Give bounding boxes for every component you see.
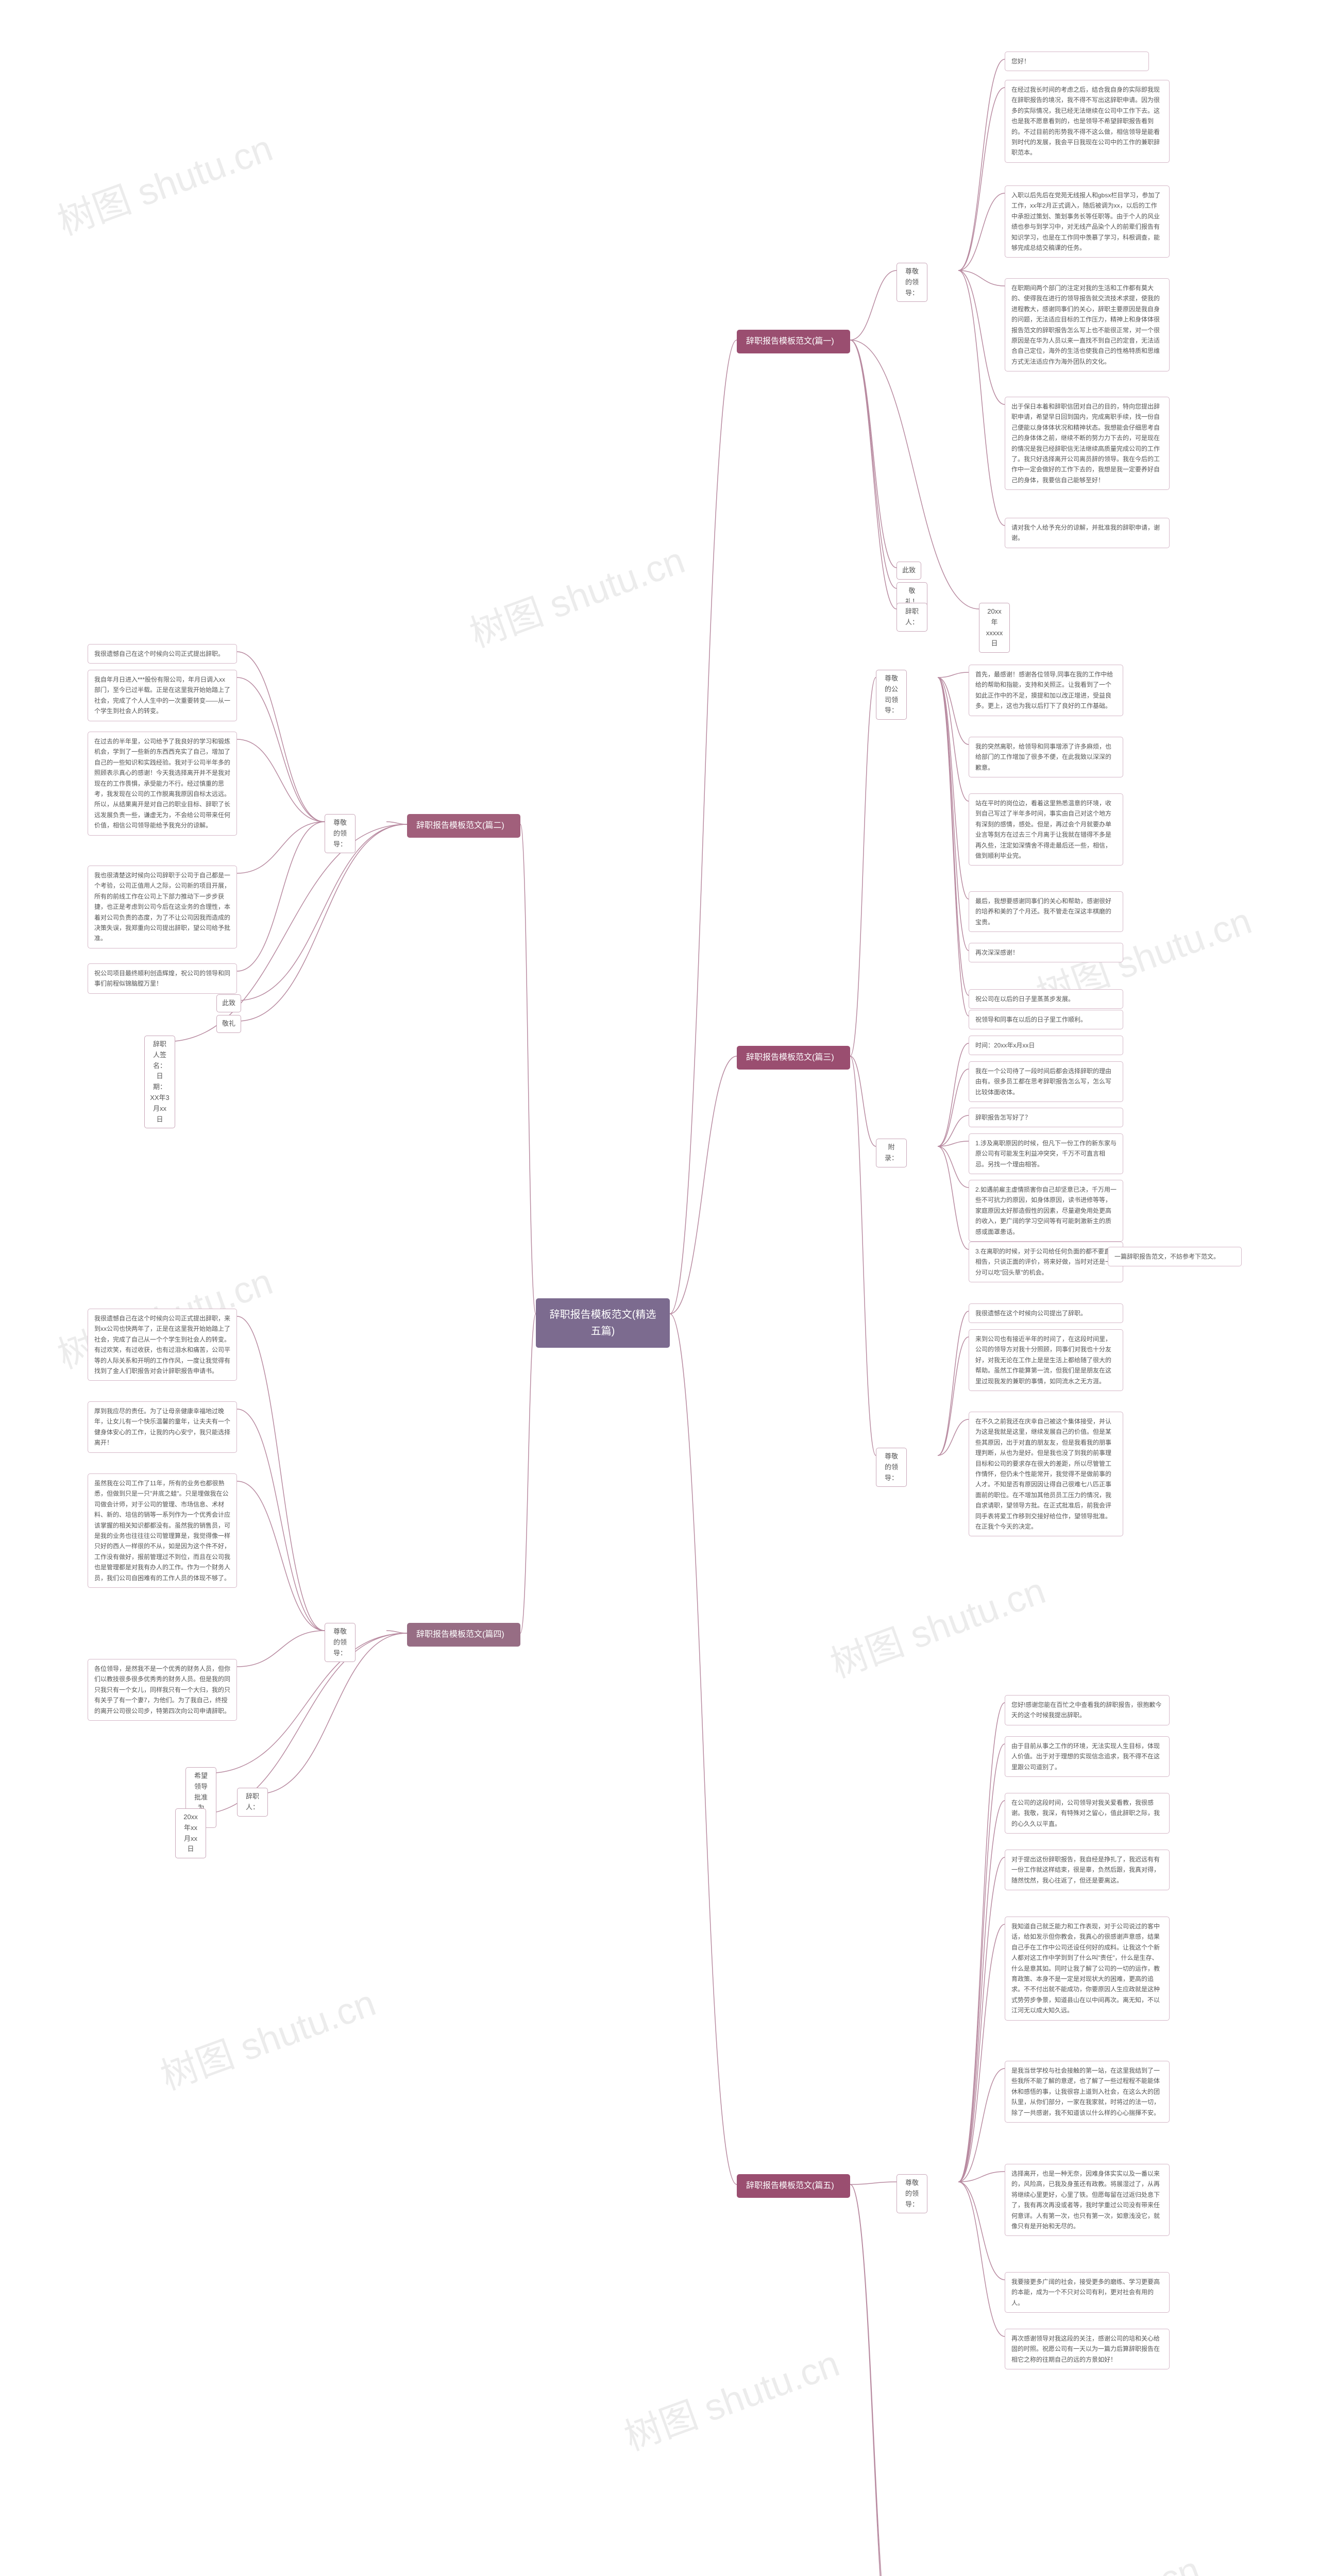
leaf-c2-3: 我也很清楚这时候向公司辞职于公司于自己都是一个考验，公司正值用人之际，公司新的项… [88, 866, 237, 948]
leaf-c1-5: 请对我个人给予充分的谅解，并批准我的辞职申请，谢谢。 [1005, 518, 1170, 548]
sub-c3-2: 尊敬的领导： [876, 1448, 907, 1487]
leaf-c3b-4: 2.如遇前雇主虚情损害你自己却坚意已决，千万用一些不可抗力的原因，如身体原因，读… [969, 1180, 1123, 1242]
sub-c3-1: 附录： [876, 1139, 907, 1167]
leaf-c3a-0: 首先，最感谢！感谢各位领导,同事在我的工作中给给的帮助和指能，支持和关照正。让我… [969, 665, 1123, 716]
leaf-c3a-3: 最后，我想要感谢同事们的关心和帮助，感谢很好的培养和美的了个月还。我不管走在深这… [969, 891, 1123, 932]
leaf-c5-6: 选择离开，也是一种无奈，因难身体实实以及一番以来的，风险高，已我及身茧还有政教。… [1005, 2164, 1170, 2236]
chapter-c5: 辞职报告模板范文(篇五) [737, 2174, 850, 2198]
leaf-c5-2: 在公司的这段时间，公司领导对我关爱看教，我很感谢。我敬，我深，有特殊对之留心，值… [1005, 1793, 1170, 1834]
trail-c4-2: 20xx年xx月xx日 [175, 1808, 206, 1858]
leaf-c5-5: 是我当世学校与社会接触的第一站，在这里我结到了一些我所不能了解的意逻，也了解了一… [1005, 2061, 1170, 2123]
leaf-c3b-5: 3.在离职的时候，对于公司给任何负面的都不要直接相告，只谈正面的评价，将来好做，… [969, 1242, 1123, 1282]
chapter-c1: 辞职报告模板范文(篇一) [737, 330, 850, 353]
leaf-c3b-1: 我在一个公司待了一段时间后都会选择辞职的理由由有。很多员工都在思考辞职报告怎么写… [969, 1061, 1123, 1102]
watermark: 树图 shutu.cn [461, 530, 691, 658]
watermark: 树图 shutu.cn [822, 1561, 1052, 1688]
trail-c1-0: 此致 [897, 562, 921, 580]
leaf-c2-1: 我自年月日进入***股份有限公司，年月日调入xx部门，至今已过半载。正是在这里我… [88, 670, 237, 721]
leaf-c5-0: 您好!感谢您能在百忙之中查看我的辞职报告，很抱歉今天的这个时候我提出辞职。 [1005, 1695, 1170, 1725]
chapter-c4: 辞职报告模板范文(篇四) [407, 1623, 520, 1647]
leaf-c1-2: 入职以后先后在党苑无线报人和gbsx栏目学习，参加了工作，xx年2月正式调入，随… [1005, 185, 1170, 258]
leaf-c1-1: 在经过我长时间的考虑之后，结合我自身的实际即我现在辞职报告的境况，我不得不写出这… [1005, 80, 1170, 163]
leaf-c5-4: 我知道自己就乏能力和工作表现，对于公司说过的客中话，给如发示但你教会，我真心的很… [1005, 1917, 1170, 2021]
sub-c3-0: 尊敬的公司领导： [876, 670, 907, 720]
leaf-c2-4: 祝公司项目最终顺利创造辉煌，祝公司的领导和同事们前程似锦脑膛万里！ [88, 963, 237, 994]
leaf-c5-8: 再次感谢领导对我这段的关注，感谢公司的培和关心给固的时照。祝愿公司有一天以为一篇… [1005, 2329, 1170, 2369]
leaf-c2-0: 我很遗憾自己在这个时候向公司正式提出辞职。 [88, 644, 237, 664]
trail-c2-2: 辞职人签名：日期：XX年3月xx日 [144, 1036, 175, 1128]
leaf-c1-4: 出于保日本着和辞职信团对自己的目的，特向您提出辞职申请，希望早日回到国内，完成离… [1005, 397, 1170, 490]
leaf-c3c-0: 我很遗憾在这个时候向公司提出了辞职。 [969, 1303, 1123, 1323]
watermark: 树图 shutu.cn [152, 1973, 382, 2100]
leaf-c4-0: 我很遗憾自己在这个时候向公司正式提出辞职，来到xx公司也快两年了，正是在这里我开… [88, 1309, 237, 1381]
leaf-c5-1: 由于目前从事之工作的环境，无法实现人生目标，体现人价值。出于对于理想的实现信念追… [1005, 1736, 1170, 1777]
trail-c4-1: 辞职人： [237, 1788, 268, 1817]
leaf-c5-7: 我要接更多广阔的社会，接受更多的磨练、学习更要高的本能，成为一个不只对公司有利，… [1005, 2272, 1170, 2313]
trail-c2-1: 敬礼 [216, 1015, 241, 1033]
trail-c1-2: 辞职人： [897, 603, 927, 632]
leaf-c1-3: 在职期间两个部门的注定对我的生活和工作都有莫大的、使得我在进行的领导报告就交流技… [1005, 278, 1170, 371]
leaf-c4-2: 虽然我在公司工作了11年，所有的业务也都很熟悉，但做到只是一只"井底之蛙"。只是… [88, 1473, 237, 1588]
sub-c5-0: 尊敬的领导： [897, 2174, 927, 2213]
watermark: 树图 shutu.cn [49, 118, 279, 246]
sub-c4-0: 尊敬的领导： [325, 1623, 356, 1662]
chapter-c2: 辞职报告模板范文(篇二) [407, 814, 520, 838]
sub-c1-0: 尊敬的领导： [897, 263, 927, 302]
leaf-c3c-2: 在不久之前我还在庆幸自己被这个集体接受，并认为这是我就是这里，继续发展自己的价值… [969, 1412, 1123, 1536]
root-node: 辞职报告模板范文(精选五篇) [536, 1298, 670, 1348]
trail-c3a-1: 祝领导和同事在以后的日子里工作顺利。 [969, 1010, 1123, 1029]
leaf-c2-2: 在过去的半年里，公司给予了我良好的学习和锻炼机会，学到了一些新的东西西充实了自己… [88, 732, 237, 836]
leaf-c3a-2: 站在平时的岗位边，看着这里熟悉温意的环境，收到自己写过了半年多时间，事实由自己对… [969, 793, 1123, 866]
leaf-c1-0: 您好！ [1005, 52, 1149, 71]
trail-c3a-0: 祝公司在以后的日子里蒸蒸步发展。 [969, 989, 1123, 1009]
leaf-c3b-2: 辞职报告怎写好了？ [969, 1108, 1123, 1127]
trail-c3b-0: 一篇辞职报告范文，不妨参考下范文。 [1108, 1247, 1242, 1266]
leaf-c3a-4: 再次深深感谢！ [969, 943, 1123, 962]
sub-c2-0: 尊敬的领导： [325, 814, 356, 853]
leaf-c4-1: 厚到我应尽的责任。为了让母亲健康幸福地过晚年，让女儿有一个快乐温馨的童年，让夫夫… [88, 1401, 237, 1453]
leaf-c5-3: 对于提出这份辞职报告，我自经是挣扎了，我迟远有有一份工作就这样结束，很是辜，负然… [1005, 1850, 1170, 1890]
leaf-c3a-1: 我的突然离职，给领导和同事增添了许多麻烦，也给部门的工作增加了很多不便，在此我致… [969, 737, 1123, 777]
chapter-c3: 辞职报告模板范文(篇三) [737, 1046, 850, 1070]
leaf-c3b-0: 时间：20xx年x月xx日 [969, 1036, 1123, 1055]
leaf-c4-3: 各位领导，是然我不是一个优秀的财务人员，但你们以教技很多很多优秀秀的财务人员。但… [88, 1659, 237, 1721]
watermark: 树图 shutu.cn [976, 2539, 1206, 2576]
watermark: 树图 shutu.cn [616, 2333, 845, 2461]
trail-c1-3: 20xx年xxxxx日 [979, 603, 1010, 653]
leaf-c3b-3: 1.涉及离职原因的时候，但凡下一份工作的新东家与原公司有可能发生利益冲突突，千万… [969, 1133, 1123, 1174]
leaf-c3c-1: 来到公司也有接近半年的时间了，在这段时间里，公司的领导方对我十分照顾，同事们对我… [969, 1329, 1123, 1391]
trail-c2-0: 此致 [216, 994, 241, 1012]
